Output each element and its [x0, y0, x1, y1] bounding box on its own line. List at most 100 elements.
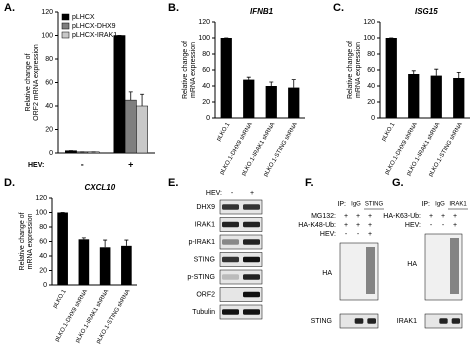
condition-label: HEV:: [405, 222, 421, 229]
condition-mark: +: [429, 213, 433, 220]
blot-frame: [219, 234, 263, 250]
panel-letter: G.: [392, 177, 404, 189]
bar: [78, 239, 90, 285]
row-label: STING: [311, 318, 332, 325]
blot-band: [354, 318, 364, 324]
x-tick-label: -: [81, 159, 84, 169]
condition-mark: +: [344, 213, 348, 220]
legend-swatch: [61, 13, 70, 21]
condition-mark: -: [345, 231, 348, 238]
condition-mark: +: [356, 222, 360, 229]
panel-letter: E.: [168, 177, 178, 189]
condition-mark: +: [344, 222, 348, 229]
row-label: STING: [194, 256, 215, 263]
blot-band: [243, 239, 260, 245]
row-label: IRAK1: [195, 221, 215, 228]
chart-title: CXCL10: [85, 183, 116, 192]
blot-smear: [366, 247, 375, 294]
condition-mark: +: [368, 213, 372, 220]
legend-label: pLHCX-IRAK1: [72, 32, 117, 39]
blot-band: [451, 318, 460, 324]
condition-mark: -: [357, 231, 360, 238]
panel-letter: B.: [168, 2, 179, 14]
chart-title: IFNB1: [250, 7, 274, 16]
error-bar: [140, 93, 145, 106]
error-bar: [246, 76, 251, 80]
y-axis-label: Relative change of: [182, 41, 189, 99]
y-tick-label: 80: [202, 51, 210, 58]
x-tick-label: +: [128, 159, 133, 169]
y-axis-label: mRNA expression: [27, 213, 34, 269]
blot-band: [439, 318, 448, 324]
bar: [408, 74, 420, 118]
error-bar: [456, 72, 461, 78]
blot-band: [243, 204, 260, 210]
blot-band: [243, 221, 260, 228]
condition-mark: +: [356, 213, 360, 220]
error-bar: [411, 70, 416, 74]
y-tick-label: 100: [198, 35, 210, 42]
y-axis-label: mRNA expression: [190, 42, 197, 98]
blot-band: [243, 274, 260, 280]
lane-mark: +: [250, 190, 254, 197]
blot-frame: [219, 252, 263, 267]
ip-lane: IgG: [435, 202, 445, 208]
y-tick-label: 20: [45, 126, 53, 133]
row-label: Tubulin: [192, 309, 215, 316]
blot-frame: [219, 304, 263, 320]
legend-label: pLHCX-DHX9: [72, 23, 116, 30]
y-tick-label: 60: [39, 238, 47, 245]
y-tick-label: 0: [371, 115, 375, 122]
blot-band: [367, 318, 376, 324]
condition-label: MG132:: [311, 213, 336, 220]
ip-lane: IgG: [351, 202, 361, 208]
bar: [220, 38, 232, 118]
row-label: DHX9: [196, 204, 215, 211]
legend-label: pLHCX: [72, 14, 95, 21]
y-axis-label: mRNA expression: [355, 42, 362, 98]
ip-lane: STING: [365, 202, 384, 208]
blot-band: [222, 239, 239, 245]
y-tick-label: 40: [45, 103, 53, 110]
y-tick-label: 0: [206, 115, 210, 122]
ip-label: IP:: [421, 201, 430, 208]
y-tick-label: 40: [202, 83, 210, 90]
y-tick-label: 20: [39, 267, 47, 274]
y-axis-label: Relative change of: [25, 53, 32, 111]
y-tick-label: 40: [367, 83, 375, 90]
bar: [57, 212, 68, 285]
bar: [430, 75, 442, 118]
x-tick-label: pLKO.1: [381, 121, 397, 142]
y-tick-label: 0: [49, 150, 53, 157]
blot-band: [222, 274, 239, 280]
bar: [453, 78, 465, 118]
condition-mark: +: [453, 213, 457, 220]
y-tick-label: 20: [202, 99, 210, 106]
y-tick-label: 100: [363, 35, 375, 42]
legend-swatch: [61, 22, 70, 30]
condition-mark: +: [441, 213, 445, 220]
condition-label: HA-K48-Ub:: [298, 222, 336, 229]
y-axis-label: ORF2 mRNA expression: [33, 44, 40, 121]
blot-band: [243, 309, 260, 315]
error-bar: [128, 91, 133, 101]
lane-mark: -: [231, 190, 234, 197]
blot-band: [222, 221, 239, 228]
bar: [243, 79, 255, 118]
panel-letter: C.: [333, 2, 344, 14]
blot-band: [222, 204, 239, 210]
row-label: p-IRAK1: [189, 239, 216, 246]
blot-frame: [219, 269, 263, 285]
y-tick-label: 60: [367, 67, 375, 74]
bar: [113, 35, 126, 154]
y-axis-label: Relative change of: [347, 41, 354, 99]
panel-letter: F.: [305, 177, 314, 189]
y-tick-label: 60: [202, 67, 210, 74]
condition-mark: +: [368, 222, 372, 229]
row-label: HA: [407, 261, 417, 268]
y-tick-label: 100: [35, 209, 47, 216]
condition-mark: +: [453, 222, 457, 229]
condition-mark: -: [442, 222, 445, 229]
error-bar: [434, 68, 439, 76]
